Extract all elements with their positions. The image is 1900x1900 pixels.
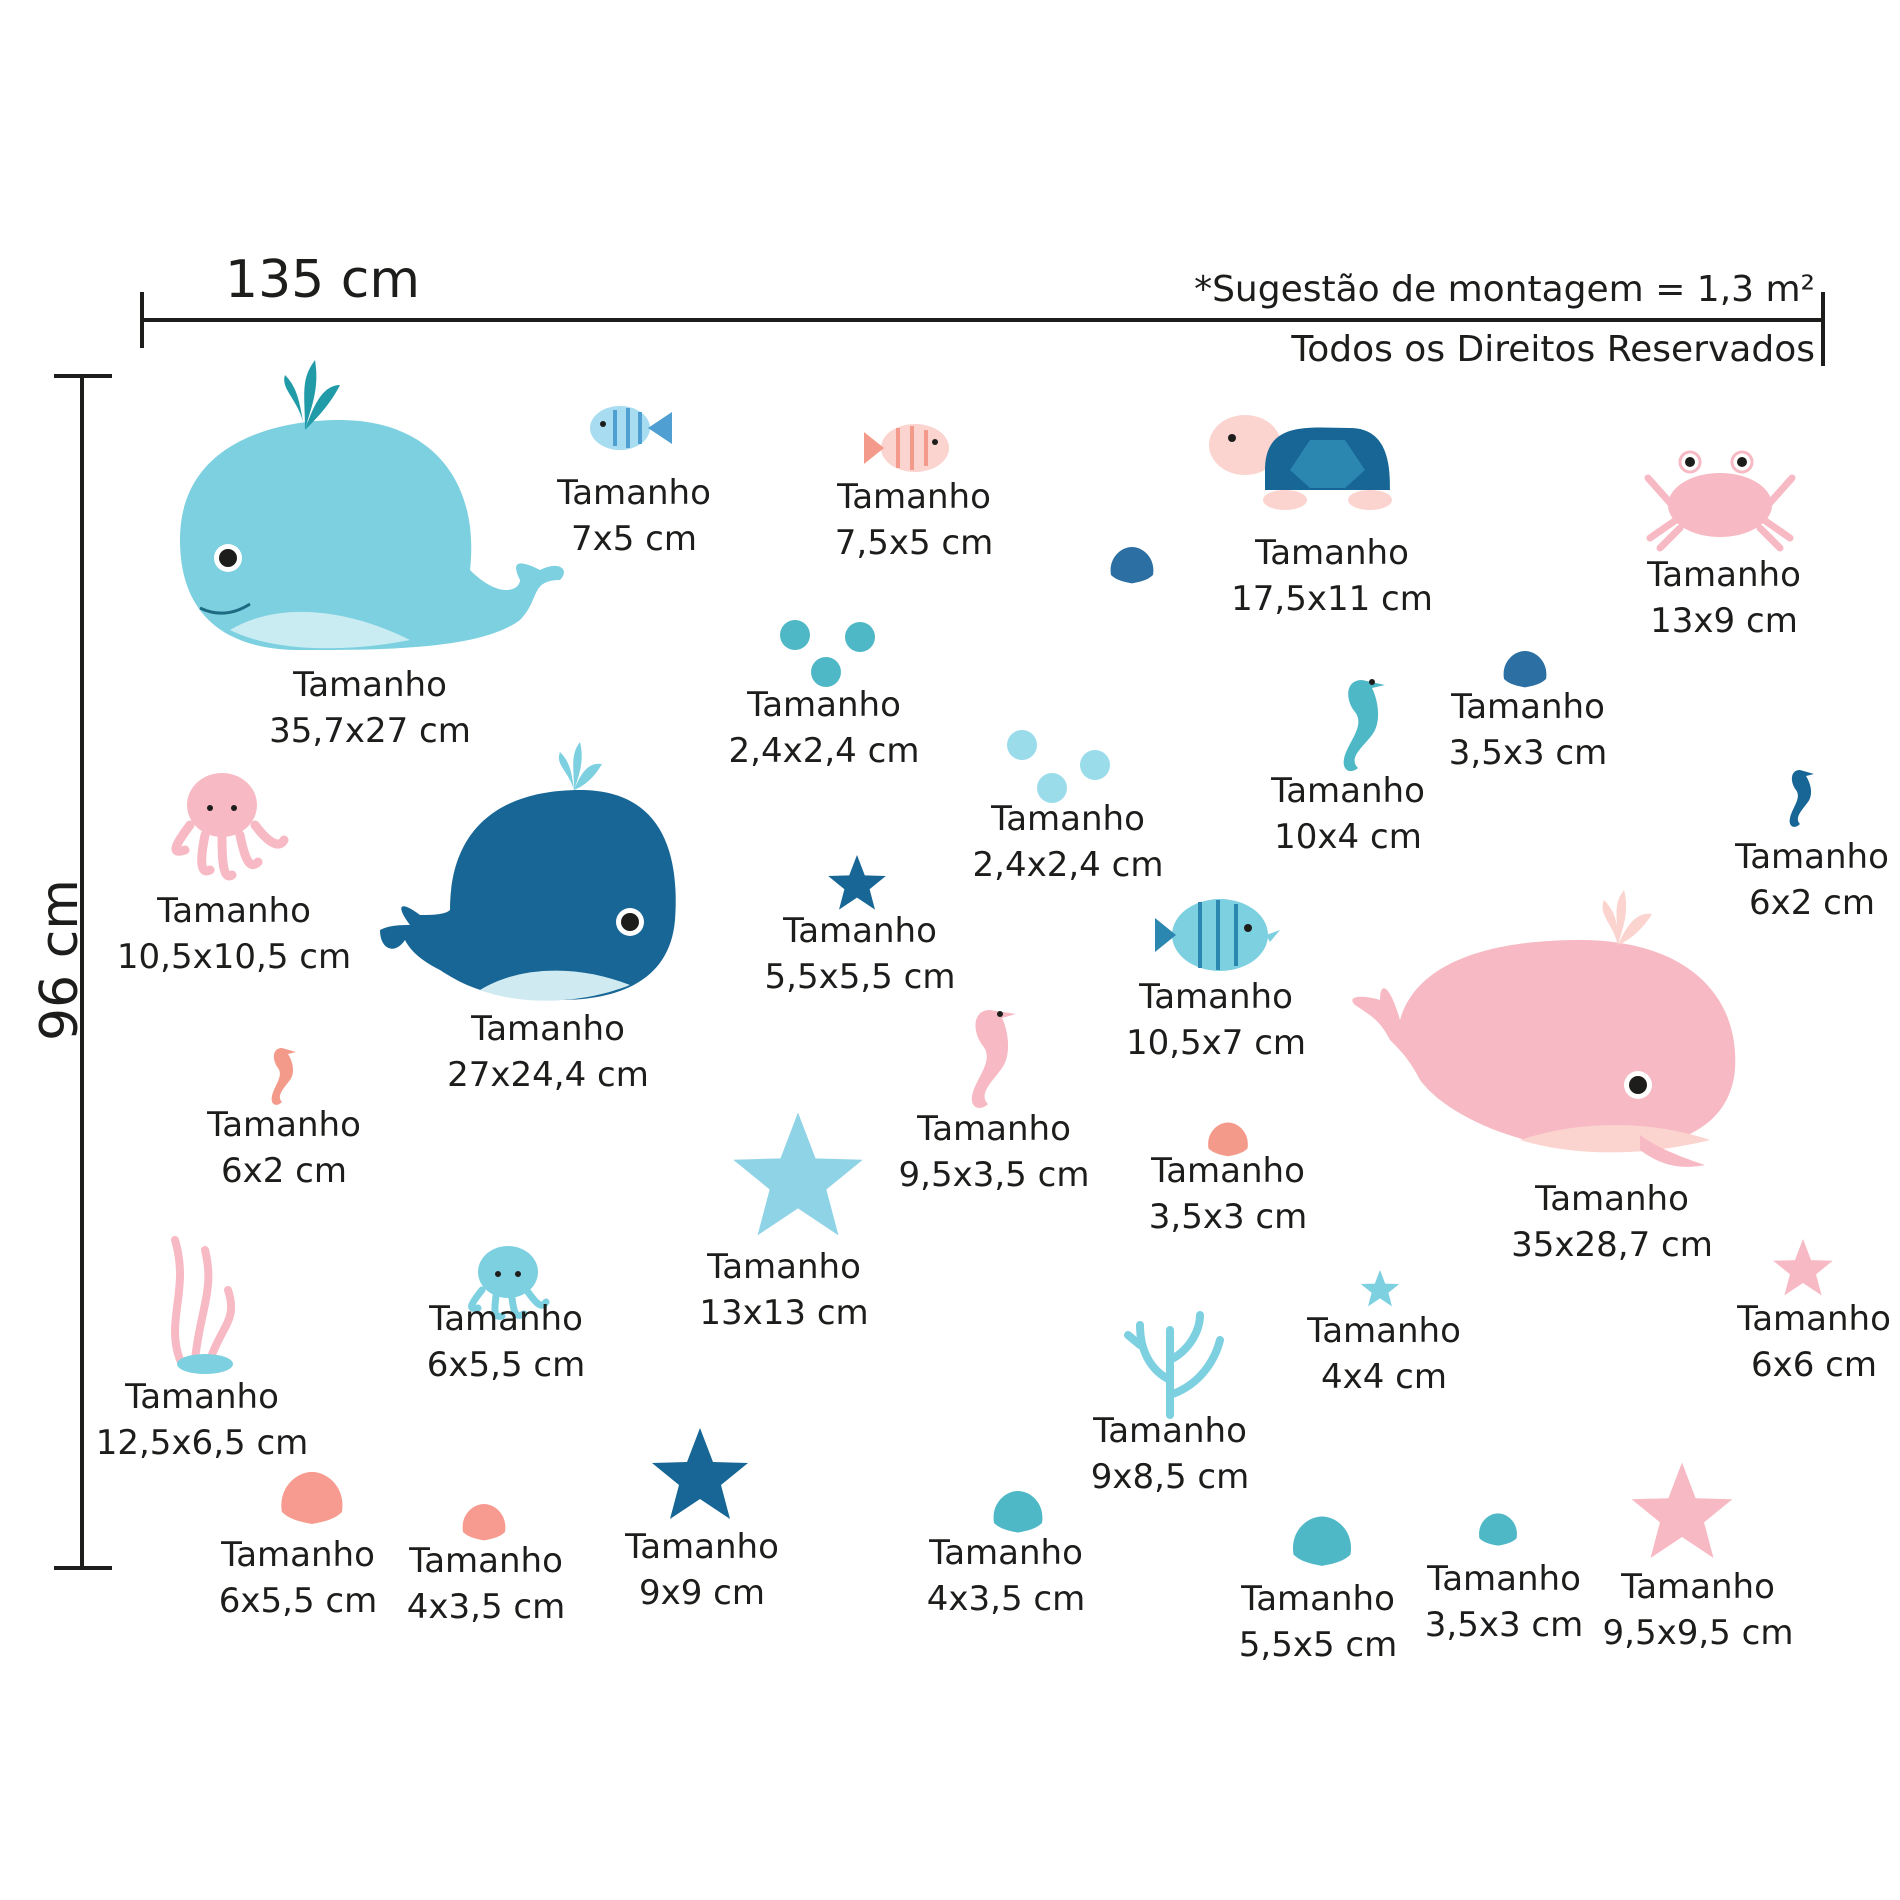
fish-pink-small-sticker	[864, 424, 949, 472]
coral-sticker	[1124, 1311, 1224, 1419]
size-label: Tamanho 9x8,5 cm	[1090, 1411, 1250, 1497]
shell-teal-small-sticker	[993, 1491, 1043, 1533]
seaweed-sticker	[171, 1236, 236, 1374]
size-label: Tamanho 4x4 cm	[1307, 1311, 1461, 1397]
rights-notice: Todos os Direitos Reservados	[1291, 329, 1815, 370]
octopus-blue-sticker	[468, 1246, 550, 1320]
starfish-light-blue-sticker	[733, 1112, 863, 1236]
size-label: Tamanho 10,5x10,5 cm	[116, 891, 352, 977]
size-label: Tamanho 13x9 cm	[1647, 555, 1801, 641]
size-label: Tamanho 3,5x3 cm	[1424, 1559, 1584, 1645]
seahorse-pink-sticker	[971, 1010, 1016, 1108]
bubbles-teal-sticker	[780, 620, 875, 687]
shell-blue-sticker	[1110, 547, 1154, 584]
size-label: Tamanho 7,5x5 cm	[834, 477, 994, 563]
size-label: Tamanho 9x9 cm	[625, 1527, 779, 1613]
size-label: Tamanho 35x28,7 cm	[1511, 1179, 1713, 1265]
size-label: Tamanho 12,5x6,5 cm	[95, 1377, 309, 1463]
size-label: Tamanho 9,5x3,5 cm	[898, 1109, 1090, 1195]
starfish-blue-tiny-sticker	[1360, 1270, 1400, 1307]
turtle-sticker	[1209, 415, 1392, 510]
bubbles-light-sticker	[1007, 730, 1110, 803]
starfish-dark-blue-sticker	[652, 1428, 748, 1519]
height-label: 96 cm	[30, 879, 90, 1041]
seahorse-dark-small-sticker	[1789, 770, 1814, 827]
size-label: Tamanho 35,7x27 cm	[269, 665, 471, 751]
starfish-dark-small-sticker	[828, 855, 886, 910]
starfish-pink-small-sticker	[1773, 1239, 1833, 1296]
size-label: Tamanho 6x2 cm	[207, 1105, 361, 1191]
shell-teal-medium-sticker	[1292, 1516, 1352, 1566]
size-label: Tamanho 10,5x7 cm	[1125, 977, 1307, 1063]
starfish-pink-sticker	[1631, 1462, 1733, 1559]
size-label: Tamanho 9,5x9,5 cm	[1602, 1567, 1794, 1653]
whale-pink-sticker	[1352, 890, 1736, 1167]
height-dimension-line	[54, 374, 112, 1570]
shell-teal-tiny-sticker	[1479, 1513, 1517, 1546]
fish-blue-small-sticker	[590, 406, 672, 450]
shell-pink-medium-sticker	[281, 1472, 343, 1524]
seahorse-pink-small-sticker	[271, 1048, 296, 1105]
width-dimension-line	[140, 292, 1825, 366]
shell-blue-small-sticker	[1503, 651, 1547, 688]
size-label: Tamanho 3,5x3 cm	[1448, 687, 1608, 773]
size-label: Tamanho 27x24,4 cm	[447, 1009, 649, 1095]
size-label: Tamanho 5,5x5 cm	[1238, 1579, 1398, 1665]
size-label: Tamanho 13x13 cm	[699, 1247, 869, 1333]
size-label: Tamanho 7x5 cm	[557, 473, 711, 559]
whale-light-blue-sticker	[180, 360, 564, 650]
size-label: Tamanho 6x6 cm	[1737, 1299, 1891, 1385]
whale-dark-blue-sticker	[380, 742, 676, 1001]
size-label: Tamanho 2,4x2,4 cm	[972, 799, 1164, 885]
size-label: Tamanho 10x4 cm	[1271, 771, 1425, 857]
fish-blue-large-sticker	[1155, 899, 1280, 971]
size-label: Tamanho 4x3,5 cm	[406, 1541, 566, 1627]
width-label: 135 cm	[225, 250, 421, 310]
octopus-pink-sticker	[171, 773, 289, 881]
crab-sticker	[1644, 450, 1796, 552]
shell-pink-tiny-sticker	[462, 1504, 506, 1541]
size-label: Tamanho 2,4x2,4 cm	[728, 685, 920, 771]
size-label: Tamanho 6x2 cm	[1735, 837, 1889, 923]
seahorse-blue-sticker	[1343, 679, 1385, 772]
size-label: Tamanho 6x5,5 cm	[426, 1299, 586, 1385]
size-label: Tamanho 3,5x3 cm	[1148, 1151, 1308, 1237]
size-label: Tamanho 4x3,5 cm	[926, 1533, 1086, 1619]
size-label: Tamanho 6x5,5 cm	[218, 1535, 378, 1621]
size-label: Tamanho 17,5x11 cm	[1231, 533, 1433, 619]
size-label: Tamanho 5,5x5,5 cm	[764, 911, 956, 997]
mounting-suggestion: *Sugestão de montagem = 1,3 m²	[1194, 269, 1815, 310]
